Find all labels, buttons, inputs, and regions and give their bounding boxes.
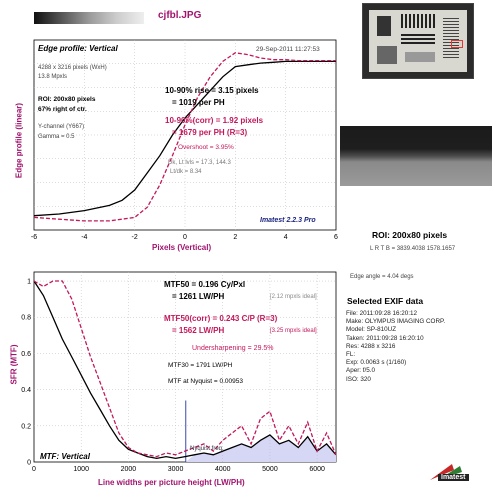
mtf-ytick-label: 0.8 — [21, 315, 31, 322]
mtf-xtick-label: 5000 — [262, 466, 278, 473]
exif-line: FL: — [346, 351, 356, 359]
mtf-ytick-label: 0.2 — [21, 423, 31, 430]
ideal2-text: [3.25 mpxls ideal] — [270, 328, 317, 334]
roi-label: ROI: 200x80 pixels — [372, 230, 448, 240]
mtf-xlabel: Line widths per picture height (LW/PH) — [98, 478, 245, 487]
edge-xtick-label: -4 — [81, 234, 87, 241]
mtf-ytick-label: 1 — [27, 279, 31, 286]
edge-xtick-label: 6 — [334, 234, 338, 241]
test-chart-thumbnail — [362, 3, 474, 79]
overshoot-text: Overshoot = 3.95% — [178, 144, 234, 151]
mtf-xtick-label: 6000 — [309, 466, 325, 473]
edge-xtick-label: -2 — [132, 234, 138, 241]
exif-line: Res: 4288 x 3216 — [346, 342, 396, 350]
ideal1-text: [2.12 mpxls ideal] — [270, 294, 317, 300]
exif-list: File: 2011:09:28 16:20:12 Make: OLYMPUS I… — [346, 310, 496, 384]
edge-gamma: Gamma = 0.5 — [38, 134, 75, 140]
exif-line: File: 2011:09:28 16:20:12 — [346, 310, 417, 317]
edge-title: Edge profile: Vertical — [38, 44, 118, 53]
mtf-nyquist-fill — [185, 434, 336, 462]
roi-lrtb: L R T B = 3839.4038 1578.1657 — [370, 246, 456, 252]
edge-size: 4288 x 3216 pixels (WxH) — [38, 65, 107, 71]
mtf-ytick-label: 0.4 — [21, 387, 31, 394]
exif-line: Aper: f/5.0 — [346, 367, 376, 375]
exif-line: ISO: 320 — [346, 375, 371, 383]
nyq-label: Nyquist freq. — [190, 446, 224, 452]
mtf-title: MTF: Vertical — [40, 452, 90, 461]
edge-profile-chart: -6 -4 -2 0 2 4 6 — [31, 39, 338, 241]
edge-xtick-label: 4 — [284, 234, 288, 241]
mtf50-text: MTF50 = 0.196 Cy/Pxl — [164, 280, 246, 289]
mtf-xtick-label: 3000 — [168, 466, 184, 473]
edge-channel: Y-channel (Y667) — [38, 124, 85, 130]
mtf-ytick-label: 0 — [27, 460, 31, 467]
perph-corr-text: = 1679 per PH (R=3) — [172, 128, 248, 137]
edge-pos: 67% right of ctr. — [38, 106, 87, 113]
rise-corr-text: 10-90%(corr) = 1.92 pixels — [165, 116, 264, 125]
mtf-xtick-label: 1000 — [73, 466, 89, 473]
roi-image — [340, 126, 492, 186]
edge-xtick-label: 0 — [183, 234, 187, 241]
exif-line: Make: OLYMPUS IMAGING CORP. — [346, 318, 446, 326]
mtf-ylabel: SFR (MTF) — [9, 344, 19, 385]
nyq-text: MTF at Nyquist = 0.00953 — [168, 378, 243, 385]
mtf-corr-curve — [33, 280, 337, 458]
mtf50-lwph-text: = 1261 LW/PH — [172, 292, 225, 301]
edge-mpxls: 13.8 Mpxls — [38, 74, 68, 80]
edge-curve — [33, 60, 336, 217]
dk-text: Dk, Lt lvls = 17.3, 144.3 — [168, 160, 231, 166]
mtf50c-lwph-text: = 1562 LW/PH — [172, 326, 225, 335]
imatest-logo: Imatest — [428, 460, 492, 484]
edge-corr-curve — [33, 52, 336, 222]
ltdk-text: Lt/dk = 8.34 — [170, 169, 202, 175]
mtf-xtick-label: 4000 — [215, 466, 231, 473]
rise-text: 10-90% rise = 3.15 pixels — [165, 86, 259, 95]
edge-datetime: 29-Sep-2011 11:27:53 — [256, 46, 320, 53]
file-title: cjfbl.JPG — [158, 10, 202, 21]
mtf-xtick-label: 2000 — [121, 466, 137, 473]
edge-roi: ROI: 200x80 pixels — [38, 96, 96, 103]
gradient-strip — [34, 12, 144, 24]
version-text: Imatest 2.2.3 Pro — [260, 217, 316, 224]
mtf30-text: MTF30 = 1791 LW/PH — [168, 362, 233, 369]
perph-text: = 1019 per PH — [172, 98, 225, 107]
under-text: Undersharpening = 29.5% — [192, 345, 274, 352]
mtf-xtick-label: 0 — [32, 466, 36, 473]
exif-line: Exp: 0.0063 s (1/160) — [346, 359, 407, 367]
edge-xtick-label: 2 — [233, 234, 237, 241]
edge-xlabel: Pixels (Vertical) — [152, 243, 212, 252]
exif-line: Taken: 2011:09:28 16:20:10 — [346, 334, 424, 342]
mtf-ytick-label: 0.6 — [21, 351, 31, 358]
mtf-chart: 0 1000 2000 3000 4000 5000 6000 0 0.2 0.4 0.6 0.8 1 — [21, 271, 337, 473]
exif-line: Model: SP-810UZ — [346, 326, 397, 334]
mtf-plot-frame — [33, 271, 337, 463]
edge-angle: Edge angle = 4.04 degs — [350, 274, 414, 280]
edge-xtick-label: -6 — [31, 234, 37, 241]
exif-title: Selected EXIF data — [347, 296, 424, 306]
mtf-curve — [33, 280, 337, 460]
mtf50c-text: MTF50(corr) = 0.243 C/P (R=3) — [164, 314, 278, 323]
imatest-logo-text: Imatest — [438, 474, 469, 481]
